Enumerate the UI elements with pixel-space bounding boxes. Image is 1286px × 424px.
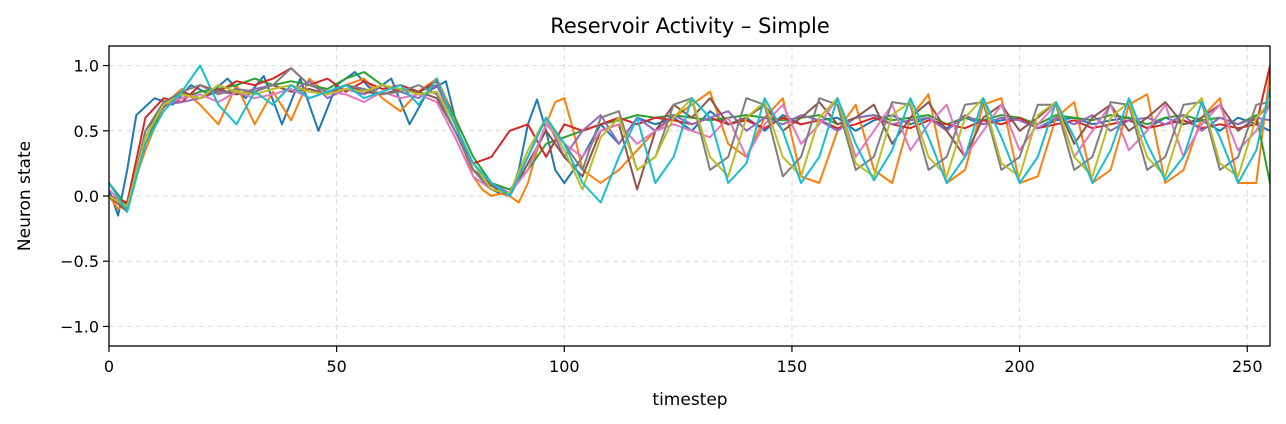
y-tick-label: 0.5 [74, 122, 99, 141]
series-line-5 [109, 80, 1270, 210]
x-tick-label: 100 [549, 357, 580, 376]
series-line-10 [109, 64, 1270, 213]
x-tick-label: 50 [326, 357, 346, 376]
chart-title: Reservoir Activity – Simple [550, 14, 830, 38]
series-line-7 [109, 88, 1270, 210]
x-tick-label: 250 [1232, 357, 1263, 376]
x-tick-label: 150 [777, 357, 808, 376]
x-tick-label: 0 [104, 357, 114, 376]
y-axis-label: Neuron state [15, 141, 35, 251]
y-tick-label: −0.5 [60, 252, 99, 271]
y-tick-label: 1.0 [74, 57, 99, 76]
y-tick-label: −1.0 [60, 317, 99, 336]
x-tick-label: 200 [1004, 357, 1035, 376]
y-axis: −1.0 −0.5 0.0 0.5 1.0 [60, 57, 109, 336]
plot-area [109, 64, 1270, 217]
y-tick-label: 0.0 [74, 187, 99, 206]
x-axis-label: timestep [652, 390, 727, 410]
x-axis: 0 50 100 150 200 250 [104, 346, 1263, 376]
